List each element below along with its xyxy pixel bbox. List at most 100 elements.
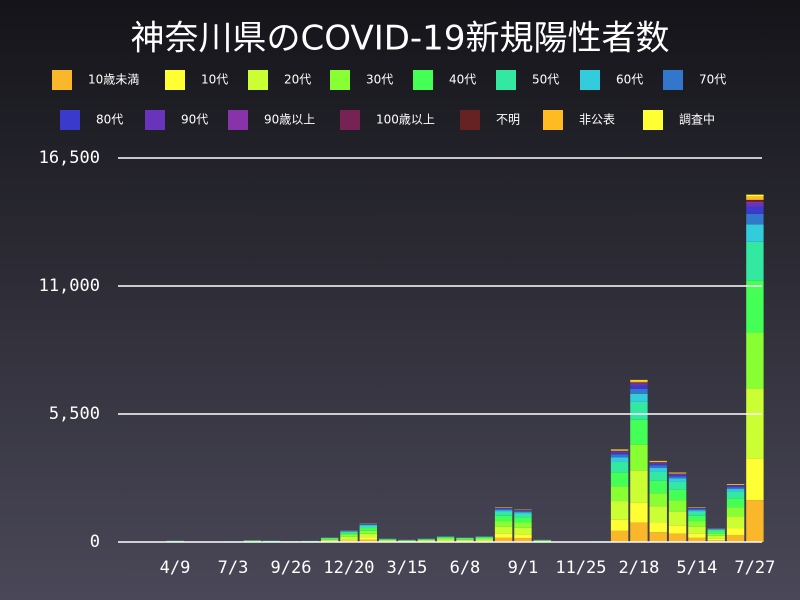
bar-segment xyxy=(668,525,687,534)
bar-segment xyxy=(514,527,532,535)
legend-swatch xyxy=(228,110,248,130)
legend-label: 非公表 xyxy=(579,113,615,127)
bar-segment xyxy=(649,471,667,481)
legend-swatch xyxy=(60,110,80,130)
bar-segment xyxy=(456,539,474,541)
bar-segment xyxy=(630,470,648,503)
bar-segment xyxy=(649,532,667,542)
bar-segment xyxy=(746,213,764,225)
bar-segment xyxy=(630,522,648,542)
x-tick-label: 7/27 xyxy=(734,558,775,578)
bar-segment xyxy=(378,539,397,541)
bar-segment xyxy=(630,401,648,420)
bar-segment xyxy=(668,474,687,475)
legend-label: 100歳以上 xyxy=(376,113,435,127)
bar-segment xyxy=(630,380,648,383)
bar-segment xyxy=(630,385,648,389)
bar-segment xyxy=(514,534,532,539)
bar-segment xyxy=(630,419,648,445)
bar-segment xyxy=(630,393,648,402)
bar-segment xyxy=(610,530,629,542)
bar-segment xyxy=(494,515,513,522)
bar-segment xyxy=(340,535,358,537)
bar-segment xyxy=(649,465,667,468)
legend-swatch xyxy=(413,70,433,90)
bar-segment xyxy=(359,525,377,529)
legend-label: 30代 xyxy=(366,73,393,87)
bar-segment xyxy=(668,511,687,526)
legend-label: 20代 xyxy=(284,73,311,87)
bar-segment xyxy=(340,539,358,541)
legend-swatch xyxy=(496,70,516,90)
bar-segment xyxy=(707,531,725,534)
bar-segment xyxy=(610,452,629,455)
bar-segment xyxy=(359,537,377,540)
bar-segment xyxy=(688,508,706,510)
bar-segment xyxy=(707,535,725,539)
y-tick-label: 11,000 xyxy=(39,276,100,296)
bar-segment xyxy=(630,502,648,523)
x-tick-label: 6/8 xyxy=(450,558,481,578)
bar-segment xyxy=(494,521,513,527)
bar-segment xyxy=(746,224,764,242)
bar-segment xyxy=(746,332,764,389)
bar-segment xyxy=(630,388,648,394)
bar-segment xyxy=(688,511,706,516)
bar-segment xyxy=(320,537,339,539)
bar-segment xyxy=(688,521,706,527)
bar-segment xyxy=(475,538,493,540)
bar-segment xyxy=(436,539,455,541)
bar-segment xyxy=(610,519,629,531)
bar-segment xyxy=(726,487,745,490)
bar-segment xyxy=(494,508,513,510)
bar-segment xyxy=(726,516,745,529)
bar-segment xyxy=(649,462,667,464)
bar-segment xyxy=(514,522,532,528)
bar-segment xyxy=(746,201,764,204)
bar-segment xyxy=(514,512,532,514)
bar-segment xyxy=(630,382,648,384)
bar-segment xyxy=(726,507,745,517)
bar-segment xyxy=(688,509,706,511)
x-tick-label: 3/15 xyxy=(386,558,427,578)
bar-segment xyxy=(630,444,648,471)
bar-segment xyxy=(649,463,667,466)
legend-swatch xyxy=(580,70,600,90)
bar-segment xyxy=(707,529,725,532)
bar-segment xyxy=(610,486,629,502)
bar-segment xyxy=(514,511,532,513)
legend-label: 10歳未満 xyxy=(88,73,139,87)
bar-segment xyxy=(320,540,339,542)
bar-segment xyxy=(630,379,648,381)
bar-segment xyxy=(359,530,377,534)
bar-segment xyxy=(688,515,706,522)
bar-segment xyxy=(668,489,687,501)
bar-segment xyxy=(688,537,706,542)
legend-swatch xyxy=(663,70,683,90)
x-tick-label: 5/14 xyxy=(676,558,717,578)
legend-label: 不明 xyxy=(496,113,520,127)
bar-segment xyxy=(610,451,629,453)
legend-label: 70代 xyxy=(699,73,726,87)
bar-segment xyxy=(746,203,764,207)
bar-segment xyxy=(668,476,687,479)
bar-segment xyxy=(359,525,377,526)
bar-segment xyxy=(320,539,339,540)
bar-segment xyxy=(494,526,513,534)
bar-segment xyxy=(688,510,706,512)
legend-label: 90歳以上 xyxy=(264,113,315,127)
x-tick-label: 11/25 xyxy=(555,558,606,578)
x-tick-label: 9/1 xyxy=(508,558,539,578)
bar-segment xyxy=(610,461,629,473)
bar-segment xyxy=(514,513,532,518)
bar-segment xyxy=(456,540,474,542)
bar-segment xyxy=(340,531,358,534)
bar-segment xyxy=(649,493,667,507)
bar-segment xyxy=(668,472,687,474)
bar-segment xyxy=(649,461,667,463)
bar-segment xyxy=(726,528,745,536)
legend-label: 80代 xyxy=(96,113,123,127)
bar-segment xyxy=(630,383,648,384)
bar-segment xyxy=(417,539,435,541)
